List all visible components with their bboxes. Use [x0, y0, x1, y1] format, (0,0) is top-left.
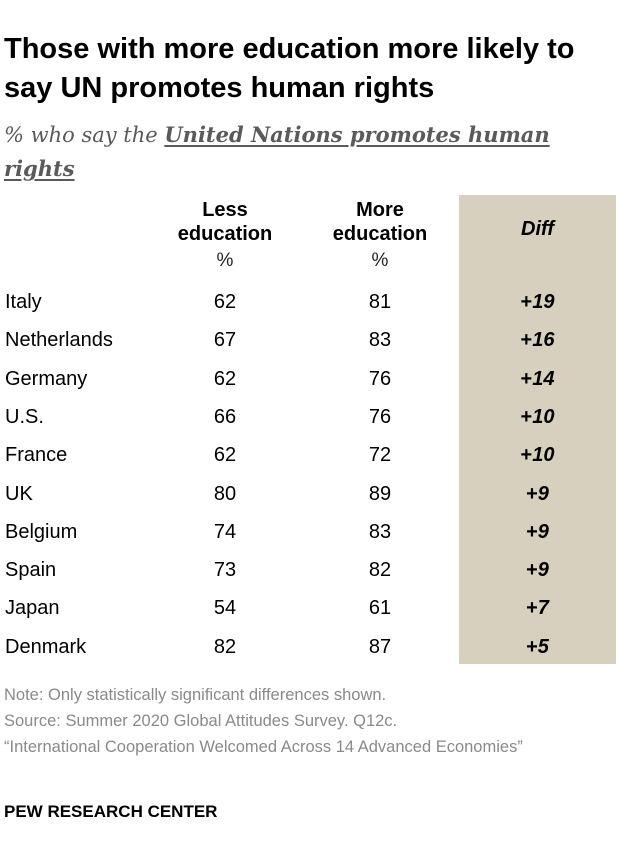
more-education-header-line1: More: [356, 199, 404, 221]
row-diff-sign: +: [526, 520, 538, 543]
row-country: Japan: [5, 597, 60, 620]
table-row: Denmark 82 87 +5: [0, 635, 620, 673]
row-diff-value: +9: [459, 520, 616, 544]
row-diff-value: +19: [459, 290, 616, 314]
row-diff-sign: +: [520, 444, 533, 467]
table-row: UK 80 89 +9: [0, 482, 620, 520]
row-country: UK: [5, 482, 33, 505]
less-education-unit: %: [216, 250, 234, 271]
row-diff-sign: +: [520, 329, 533, 352]
row-less-education-value: 66: [213, 405, 237, 428]
row-more-education-value: 89: [368, 482, 392, 505]
row-diff-sign: +: [520, 367, 533, 390]
row-diff-sign: +: [526, 482, 538, 505]
source-text: Source: Summer 2020 Global Attitudes Sur…: [4, 712, 398, 730]
chart-subtitle: % who say the United Nations promotes hu…: [4, 118, 604, 186]
subtitle-emphasis: United Nations promotes human rights: [4, 122, 550, 181]
subtitle-prefix: % who say the: [4, 123, 165, 147]
row-diff-number: 7: [537, 597, 549, 620]
row-more-education-value: 76: [368, 405, 392, 428]
row-diff-value: +9: [459, 558, 616, 582]
chart-notes: Note: Only statistically significant dif…: [4, 682, 604, 760]
row-less-education-value: 74: [213, 520, 237, 543]
table-row: France 62 72 +10: [0, 443, 620, 481]
row-diff-sign: +: [526, 635, 538, 658]
table-row: Belgium 74 83 +9: [0, 520, 620, 558]
row-country: France: [5, 444, 68, 467]
row-less-education-value: 62: [213, 291, 237, 313]
row-diff-value: +16: [459, 328, 616, 352]
less-education-header: Less education: [165, 198, 285, 246]
diff-header: Diff: [521, 218, 554, 240]
row-country: Spain: [5, 559, 57, 582]
row-less-education-value: 62: [213, 367, 237, 390]
row-diff-sign: +: [526, 597, 538, 620]
table-row: Germany 62 76 +14: [0, 367, 620, 405]
more-education-header-line2: education: [332, 223, 428, 245]
row-less-education-value: 67: [213, 329, 237, 352]
row-more-education-value: 83: [368, 329, 392, 352]
row-country: Denmark: [5, 635, 87, 658]
more-education-header: More education: [320, 198, 440, 246]
less-education-header-line1: Less: [202, 199, 248, 221]
row-diff-value: +5: [459, 635, 616, 659]
row-diff-number: 14: [532, 367, 555, 390]
row-more-education-value: 72: [368, 444, 392, 467]
note-text: Note: Only statistically significant dif…: [4, 686, 387, 704]
row-diff-value: +14: [459, 367, 616, 391]
row-diff-value: +7: [459, 596, 616, 620]
report-text: “International Cooperation Welcomed Acro…: [4, 738, 523, 756]
row-less-education-value: 82: [213, 635, 237, 658]
row-more-education-value: 81: [368, 291, 392, 313]
row-more-education-value: 61: [368, 597, 392, 620]
table-row: Netherlands 67 83 +16: [0, 328, 620, 366]
row-diff-number: 10: [532, 405, 555, 428]
row-more-education-value: 76: [368, 367, 392, 390]
row-country: U.S.: [5, 405, 44, 428]
table-row: U.S. 66 76 +10: [0, 405, 620, 443]
row-diff-number: 16: [532, 329, 555, 352]
diff-column-background: [459, 195, 616, 664]
row-country: Italy: [5, 291, 42, 313]
row-country: Germany: [5, 367, 88, 390]
less-education-header-line2: education: [177, 223, 273, 245]
row-more-education-value: 82: [368, 559, 392, 582]
row-country: Belgium: [5, 520, 78, 543]
brand-logo-text: PEW RESEARCH CENTER: [4, 802, 218, 821]
row-diff-number: 5: [537, 635, 549, 658]
row-diff-number: 9: [537, 520, 549, 543]
more-education-unit: %: [371, 250, 389, 271]
row-diff-number: 19: [532, 291, 555, 313]
row-diff-number: 9: [537, 559, 549, 582]
row-more-education-value: 83: [368, 520, 392, 543]
row-diff-number: 10: [532, 444, 555, 467]
row-diff-value: +10: [459, 443, 616, 467]
table-row: Spain 73 82 +9: [0, 558, 620, 596]
row-diff-value: +9: [459, 482, 616, 506]
row-diff-value: +10: [459, 405, 616, 429]
table-row: Japan 54 61 +7: [0, 596, 620, 634]
row-country: Netherlands: [5, 329, 113, 352]
row-more-education-value: 87: [368, 635, 392, 658]
row-diff-sign: +: [520, 405, 533, 428]
table-row: Italy 62 81 +19: [0, 290, 620, 328]
row-less-education-value: 80: [213, 482, 237, 505]
chart-title: Those with more education more likely to…: [4, 33, 575, 104]
row-less-education-value: 54: [213, 597, 237, 620]
row-diff-sign: +: [520, 291, 533, 313]
row-less-education-value: 73: [213, 559, 237, 582]
row-less-education-value: 62: [213, 444, 237, 467]
row-diff-number: 9: [537, 482, 549, 505]
row-diff-sign: +: [526, 559, 538, 582]
